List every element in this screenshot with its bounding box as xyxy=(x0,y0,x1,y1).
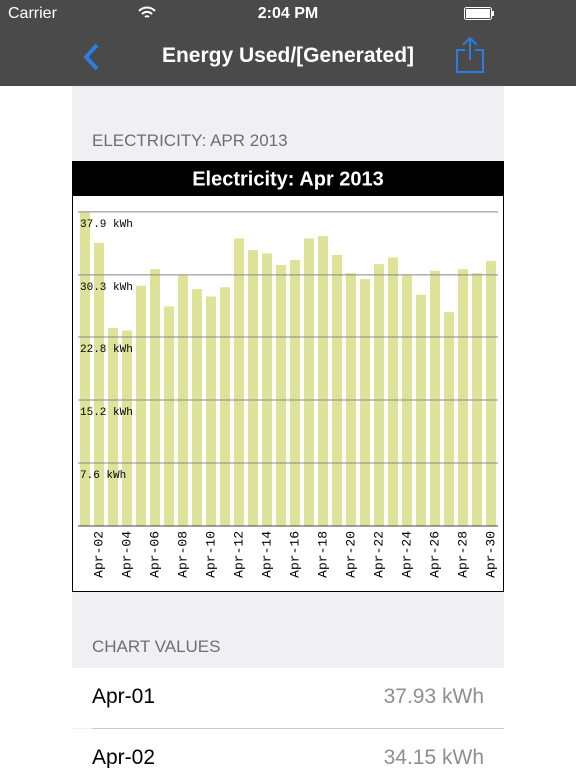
x-tick-label: Apr-20 xyxy=(343,531,358,578)
bar xyxy=(191,288,203,526)
bar xyxy=(79,211,91,526)
bar xyxy=(233,238,245,526)
content: ELECTRICITY: APR 2013 Electricity: Apr 2… xyxy=(72,86,504,768)
x-tick-label: Apr-26 xyxy=(427,531,442,578)
bar xyxy=(121,330,133,526)
x-tick-label: Apr-14 xyxy=(259,531,274,578)
row-date: Apr-01 xyxy=(92,685,156,708)
bar xyxy=(261,253,273,526)
share-button[interactable] xyxy=(454,36,486,74)
bar xyxy=(289,259,301,526)
bar xyxy=(93,242,105,526)
y-tick-label: 15.2 kWh xyxy=(80,407,133,419)
y-tick-label: 7.6 kWh xyxy=(80,470,126,482)
chart: Electricity: Apr 2013 Apr-02 Apr-04 Apr-06… xyxy=(72,161,504,592)
bar xyxy=(275,264,287,526)
y-tick-label: 30.3 kWh xyxy=(80,282,133,294)
x-tick-label: Apr-04 xyxy=(119,531,134,578)
bar xyxy=(359,279,371,526)
list-row[interactable]: Apr-01 37.93 kWh xyxy=(72,668,504,728)
bar xyxy=(429,270,441,526)
x-tick-label: Apr-02 xyxy=(91,531,106,578)
bar xyxy=(107,327,119,526)
x-tick-label: Apr-22 xyxy=(371,531,386,578)
chart-title-bar xyxy=(72,161,504,196)
y-tick-label: 37.9 kWh xyxy=(80,219,133,231)
bar xyxy=(387,257,399,526)
bar xyxy=(331,255,343,526)
battery-icon xyxy=(464,7,494,20)
bar xyxy=(457,269,469,526)
row-date: Apr-02 xyxy=(92,746,156,768)
bar xyxy=(303,238,315,526)
row-value: 37.93 kWh xyxy=(383,685,484,708)
x-tick-label: Apr-24 xyxy=(399,531,414,578)
carrier: Carrier xyxy=(8,5,57,22)
list-row[interactable]: Apr-02 34.15 kWh xyxy=(72,729,504,768)
bar xyxy=(317,235,329,526)
bar xyxy=(415,294,427,526)
bar xyxy=(373,264,385,526)
nav-title: Energy Used/[Generated] xyxy=(161,44,415,67)
x-tick-label: Apr-10 xyxy=(203,531,218,578)
bar xyxy=(205,296,217,526)
time: 2:04 PM xyxy=(257,5,319,22)
x-tick-label: Apr-30 xyxy=(483,531,498,578)
bar xyxy=(163,306,175,526)
y-tick-label: 22.8 kWh xyxy=(80,344,133,356)
section-header: ELECTRICITY: APR 2013 xyxy=(92,131,288,150)
chart-title: Electricity: Apr 2013 xyxy=(192,168,384,190)
back-button[interactable] xyxy=(80,42,104,72)
bar xyxy=(485,260,497,526)
x-tick-label: Apr-12 xyxy=(231,531,246,578)
bar xyxy=(149,269,161,526)
x-tick-label: Apr-06 xyxy=(147,531,162,578)
list-header: CHART VALUES xyxy=(92,637,221,656)
bar xyxy=(247,250,259,526)
bar xyxy=(219,287,231,526)
bar xyxy=(443,312,455,526)
x-tick-label: Apr-18 xyxy=(315,531,330,578)
x-tick-label: Apr-28 xyxy=(455,531,470,578)
top-bar: Carrier 2:04 PM Energy Used/[Generated] xyxy=(0,0,576,86)
x-tick-label: Apr-08 xyxy=(175,531,190,578)
separator xyxy=(92,728,504,729)
wifi-icon xyxy=(138,6,156,18)
bar xyxy=(135,285,147,526)
x-tick-label: Apr-16 xyxy=(287,531,302,578)
row-value: 34.15 kWh xyxy=(383,746,484,768)
